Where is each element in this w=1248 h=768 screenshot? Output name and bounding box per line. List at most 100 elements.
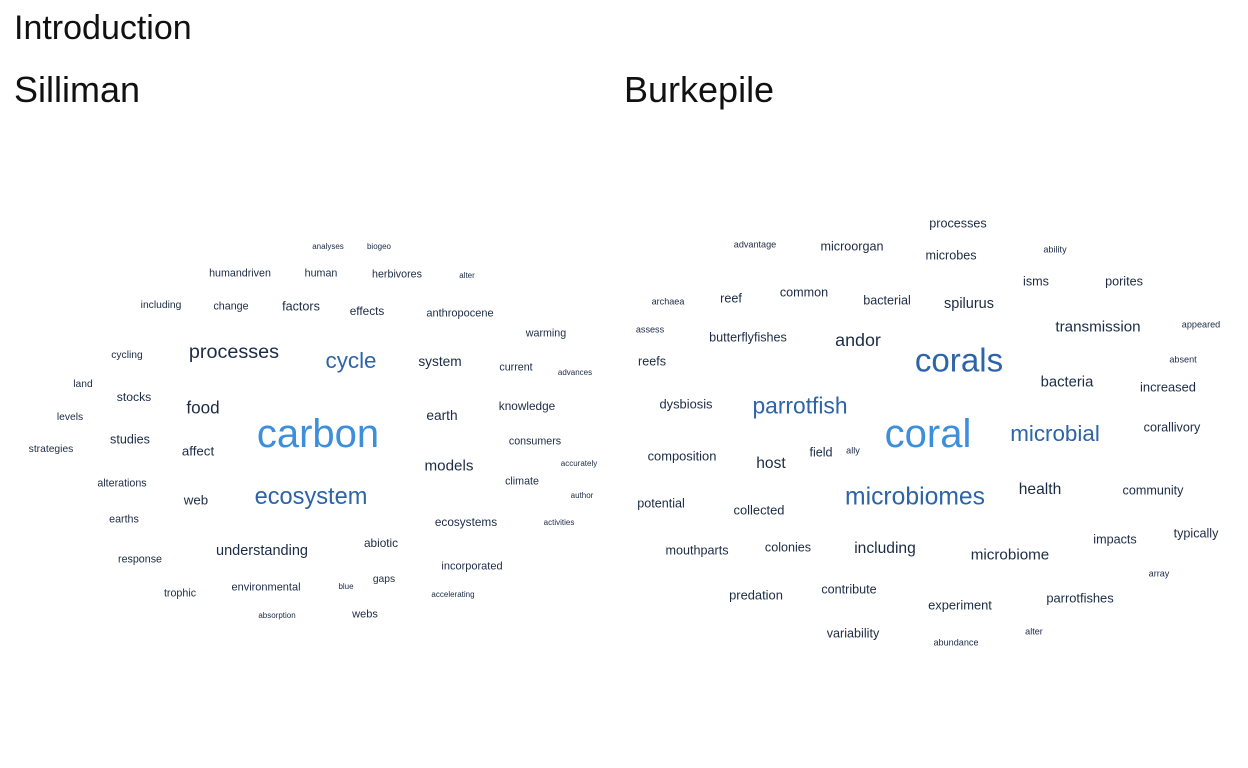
word-microorgan: microorgan — [820, 239, 884, 254]
word-stocks: stocks — [116, 389, 152, 404]
word-alterations: alterations — [97, 477, 147, 490]
page-title: Introduction — [14, 9, 192, 47]
word-abundance: abundance — [933, 637, 979, 648]
word-predation: predation — [729, 587, 783, 603]
word-impacts: impacts — [1093, 532, 1137, 547]
word-herbivores: herbivores — [372, 268, 422, 281]
word-corals: corals — [914, 342, 1004, 380]
word-activities: activities — [543, 518, 575, 527]
word-spilurus: spilurus — [944, 295, 994, 312]
word-collected: collected — [733, 502, 785, 518]
word-author: author — [570, 491, 594, 500]
word-microbial: microbial — [1010, 420, 1100, 446]
word-analyses: analyses — [312, 242, 344, 251]
word-dysbiosis: dysbiosis — [659, 396, 713, 412]
word-absorption: absorption — [258, 611, 296, 620]
burkepile-word-cloud: coral corals microbiomes parrotfish microbia… — [624, 0, 1244, 768]
word-advances: advances — [557, 368, 593, 377]
word-ability: ability — [1043, 244, 1067, 255]
word-microbiomes: microbiomes — [845, 483, 985, 511]
word-change: change — [213, 300, 249, 313]
word-trophic: trophic — [163, 587, 197, 600]
word-knowledge: knowledge — [498, 399, 556, 414]
word-butterflyfishes: butterflyfishes — [709, 330, 787, 345]
word-field: field — [809, 445, 833, 460]
word-models: models — [424, 457, 474, 475]
word-understanding: understanding — [216, 542, 308, 559]
silliman-cloud-title: Silliman — [14, 69, 141, 110]
word-current: current — [499, 361, 533, 374]
word-composition: composition — [647, 448, 717, 464]
word-ecosystem: ecosystem — [254, 484, 368, 511]
word-andor: andor — [835, 330, 881, 351]
word-health: health — [1018, 481, 1062, 499]
word-warming: warming — [525, 327, 567, 340]
word-increased: increased — [1140, 379, 1196, 395]
word-corallivory: corallivory — [1143, 420, 1201, 435]
word-accelerating: accelerating — [431, 590, 475, 599]
word-parrotfishes: parrotfishes — [1046, 590, 1114, 606]
word-isms: isms — [1023, 274, 1049, 289]
word-reefs: reefs — [638, 354, 666, 369]
word-web: web — [183, 492, 209, 508]
word-experiment: experiment — [928, 597, 992, 613]
word-reef: reef — [720, 291, 742, 306]
word-levels: levels — [56, 411, 84, 423]
word-effects: effects — [349, 304, 385, 319]
word-processes: processes — [188, 341, 280, 364]
word-array: array — [1148, 568, 1170, 579]
word-variability: variability — [826, 626, 880, 641]
word-ecosystems: ecosystems — [434, 515, 498, 530]
word-abiotic: abiotic — [363, 536, 399, 551]
word-humandriven: humandriven — [209, 267, 271, 280]
word-consumers: consumers — [508, 435, 562, 448]
word-transmission: transmission — [1055, 318, 1141, 336]
word-affect: affect — [181, 443, 215, 459]
word-typically: typically — [1173, 526, 1219, 541]
word-porites: porites — [1105, 274, 1143, 289]
word-alter: alter — [1025, 626, 1043, 637]
word-including: including — [140, 299, 182, 311]
word-accurately: accurately — [560, 459, 598, 468]
word-webs: webs — [352, 608, 378, 621]
word-including: including — [854, 540, 916, 558]
word-community: community — [1122, 483, 1184, 498]
word-carbon: carbon — [256, 412, 380, 456]
word-archaea: archaea — [651, 296, 685, 307]
word-anthropocene: anthropocene — [426, 307, 494, 320]
burkepile-cloud-title: Burkepile — [624, 69, 775, 110]
word-processes: processes — [929, 216, 987, 231]
word-system: system — [418, 354, 462, 370]
word-factors: factors — [282, 299, 320, 314]
word-microbes: microbes — [925, 248, 977, 263]
word-gaps: gaps — [372, 573, 396, 585]
word-land: land — [73, 378, 93, 390]
word-advantage: advantage — [733, 239, 777, 250]
word-colonies: colonies — [764, 540, 812, 555]
word-mouthparts: mouthparts — [665, 543, 729, 558]
word-cycle: cycle — [325, 347, 377, 373]
word-microbiome: microbiome — [970, 546, 1050, 564]
word-potential: potential — [637, 496, 685, 511]
word-absent: absent — [1169, 354, 1197, 365]
word-studies: studies — [110, 432, 150, 447]
word-contribute: contribute — [821, 582, 877, 597]
word-host: host — [756, 455, 786, 473]
silliman-word-cloud: carbon ecosystem cycle processes food models u… — [0, 0, 620, 768]
word-biogeo: biogeo — [366, 242, 392, 251]
word-climate: climate — [505, 475, 539, 488]
word-bacterial: bacterial — [863, 293, 911, 308]
word-alter: alter — [459, 271, 475, 280]
word-ally: ally — [846, 445, 860, 456]
word-bacteria: bacteria — [1040, 374, 1094, 391]
word-earths: earths — [109, 513, 139, 526]
word-parrotfish: parrotfish — [752, 392, 848, 419]
word-strategies: strategies — [28, 443, 74, 455]
word-food: food — [186, 398, 220, 418]
word-response: response — [118, 553, 162, 566]
word-cycling: cycling — [111, 349, 143, 361]
word-earth: earth — [426, 408, 458, 424]
word-human: human — [304, 267, 338, 280]
word-coral: coral — [884, 412, 972, 456]
word-assess: assess — [635, 324, 665, 335]
